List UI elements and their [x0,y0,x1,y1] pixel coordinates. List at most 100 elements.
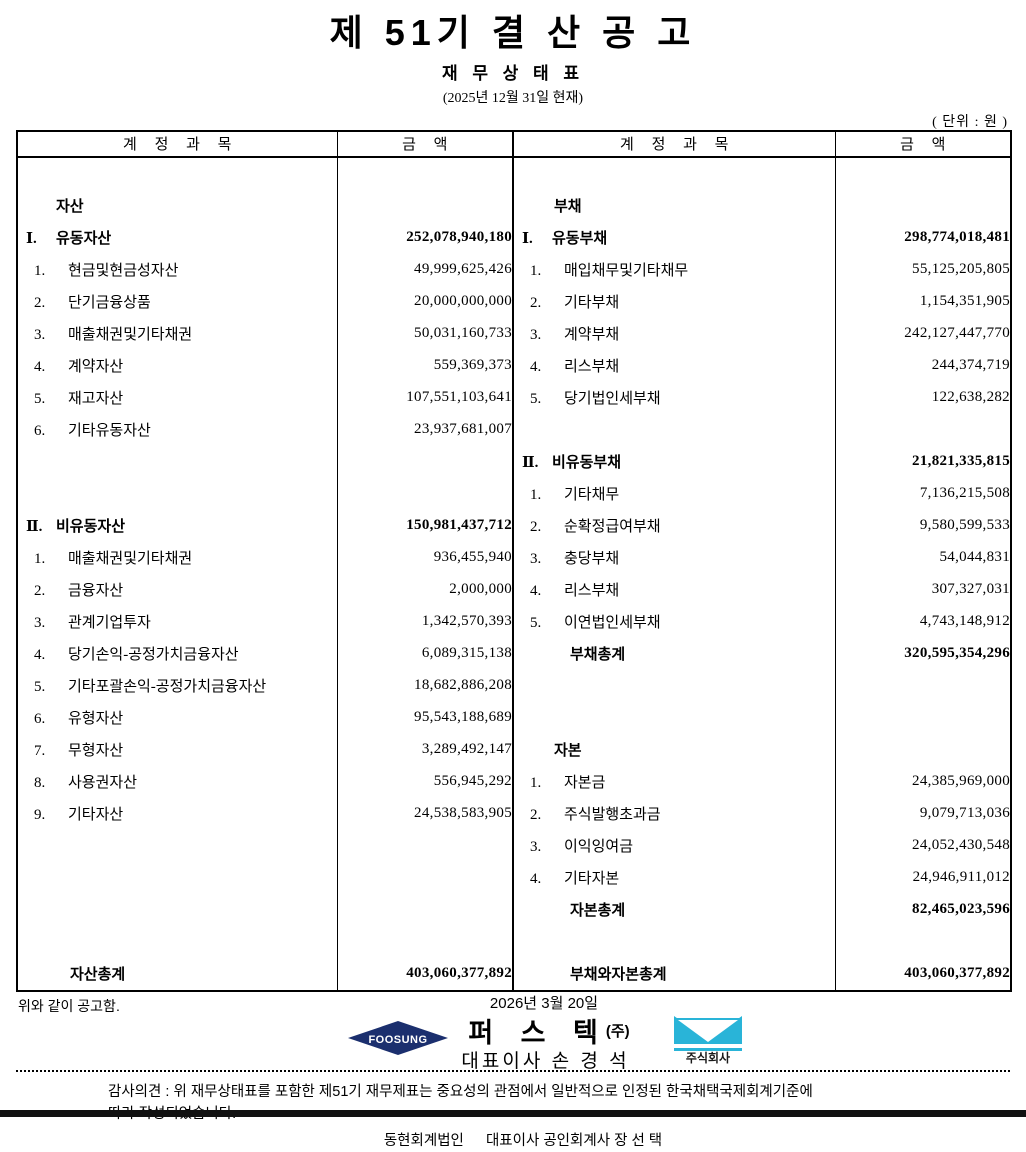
section-heading-cell: 자본 [513,733,836,766]
amount-cell: 49,999,625,426 [337,253,514,286]
empty-cell [513,156,836,190]
empty-cell [17,861,338,894]
total-label-cell: 자산총계 [17,957,338,991]
item-number: 1. [34,263,46,280]
table-row: Ⅱ. 비유동부채 21,821,335,815 [17,445,1011,478]
table-row [17,925,1011,958]
empty-cell [17,925,338,958]
group-label: 비유동부채 [552,455,622,472]
item-label: 충당부채 [564,551,620,568]
empty-amount-cell [835,670,1011,702]
foosung-logo-icon: FOOSUNG [346,1019,450,1057]
section-heading-label: 자산 [56,199,84,216]
item-number: 2. [34,295,46,312]
item-number: 2. [34,583,46,600]
audit-firm-representative: 대표이사 공인회계사 장 선 택 [485,1132,663,1149]
item-label: 기타포괄손익-공정가치금융자산 [68,679,267,696]
item-number: 4. [34,359,46,376]
table-body: 자산 부채 Ⅰ. 유동자산 252,078,940,180 Ⅰ. 유동부채 298,774… [17,156,1011,991]
table-row: 8. 사용권자산 556,945,292 1. 자본금 24,385,969,000 [17,765,1011,798]
item-number: 1. [34,551,46,568]
account-item-cell: 1. 매출채권및기타채권 [17,541,338,574]
account-item-cell: 4. 리스부채 [513,349,836,382]
item-label: 이익잉여금 [564,839,634,856]
amount-cell: 9,079,713,036 [919,805,1010,822]
item-number: 2. [530,807,542,824]
account-item-cell: 1. 현금및현금성자산 [17,253,338,286]
account-item-cell: 1. 자본금 [513,765,836,798]
audit-divider [16,1069,1010,1072]
item-label: 사용권자산 [68,775,138,792]
column-header-amount-right: 금 액 [835,130,1011,158]
amount-cell: 24,052,430,548 [912,837,1010,854]
section-heading-cell: 부채 [513,189,836,222]
amount-cell: 244,374,719 [931,357,1010,374]
table-row: 4. 당기손익-공정가치금융자산 6,089,315,138 부채총계 320,595,… [17,637,1011,670]
item-number: 3. [530,839,542,856]
item-number: 7. [34,743,46,760]
amount-cell: 298,774,018,481 [904,229,1010,246]
item-number: 1. [530,487,542,504]
item-number: 3. [530,551,542,568]
account-item-cell: 9. 기타자산 [17,797,338,830]
amount-cell: 2,000,000 [337,573,514,606]
account-item-cell: 5. 재고자산 [17,381,338,414]
amount-cell: 54,044,831 [939,549,1010,566]
item-label: 매입채무및기타채무 [564,263,689,280]
company-seal-icon: 주식회사 [668,1014,748,1066]
empty-amount-cell [835,926,1011,958]
account-item-cell: 3. 관계기업투자 [17,605,338,638]
company-signature-line: FOOSUNG 퍼 스 텍 (주) 주식회사 [334,1014,754,1065]
empty-cell [513,701,836,734]
company-name: 퍼 스 텍 [468,1018,608,1049]
group-numeral: Ⅱ. [26,519,43,536]
table-row: 2. 단기금융상품 20,000,000,000 2. 기타부채 1,154,351,90… [17,285,1011,318]
amount-cell: 3,289,492,147 [337,733,514,766]
total-label-cell: 부채총계 [513,637,836,670]
group-label: 유동부채 [552,231,608,248]
total-label: 자산총계 [70,967,126,984]
account-item-cell: 4. 당기손익-공정가치금융자산 [17,637,338,670]
column-header-amount-left: 금 액 [337,130,514,158]
amount-cell: 24,946,911,012 [912,869,1010,886]
item-label: 기타자산 [68,807,124,824]
balance-sheet-container: 계 정 과 목 금 액 계 정 과 목 금 액 자산 부채 Ⅰ. 유동자산 252,… [16,129,1012,992]
item-label: 매출채권및기타채권 [68,327,193,344]
item-number: 5. [530,391,542,408]
table-row: 1. 매출채권및기타채권 936,455,940 3. 충당부채 54,044,831 [17,541,1011,574]
amount-cell: 18,682,886,208 [337,669,514,702]
empty-cell [17,445,338,478]
item-label: 유형자산 [68,711,124,728]
table-row: 1. 현금및현금성자산 49,999,625,426 1. 매입채무및기타채무 55,12… [17,253,1011,286]
item-number: 8. [34,775,46,792]
total-label: 부채와자본총계 [570,967,667,984]
group-heading-cell: Ⅱ. 비유동자산 [17,509,338,542]
amount-cell: 559,369,373 [337,349,514,382]
group-label: 유동자산 [56,231,112,248]
empty-amount-cell [337,445,514,478]
empty-amount-cell [337,156,514,190]
empty-cell [513,669,836,702]
account-item-cell: 7. 무형자산 [17,733,338,766]
announcement-date: 2026년 3월 20일 [489,994,599,1012]
svg-text:FOOSUNG: FOOSUNG [368,1034,427,1046]
amount-cell: 7,136,215,508 [919,485,1010,502]
audit-firm-name: 동현회계법인 [383,1132,464,1149]
amount-cell: 6,089,315,138 [337,637,514,670]
item-label: 당기법인세부채 [564,391,661,408]
empty-cell [17,893,338,926]
group-numeral: Ⅱ. [522,455,539,472]
item-number: 6. [34,423,46,440]
table-row: 5. 재고자산 107,551,103,641 5. 당기법인세부채 122,638,28… [17,381,1011,414]
item-label: 이연법인세부채 [564,615,661,632]
item-label: 현금및현금성자산 [68,263,179,280]
group-numeral: Ⅰ. [26,231,37,248]
empty-amount-cell [337,189,514,222]
table-row: 4. 계약자산 559,369,373 4. 리스부채 244,374,719 [17,349,1011,382]
empty-amount-cell [835,702,1011,734]
item-label: 기타자본 [564,871,620,888]
group-heading-cell: Ⅰ. 유동자산 [17,221,338,254]
item-label: 기타유동자산 [68,423,151,440]
item-label: 재고자산 [68,391,124,408]
amount-cell: 403,060,377,892 [904,965,1010,982]
